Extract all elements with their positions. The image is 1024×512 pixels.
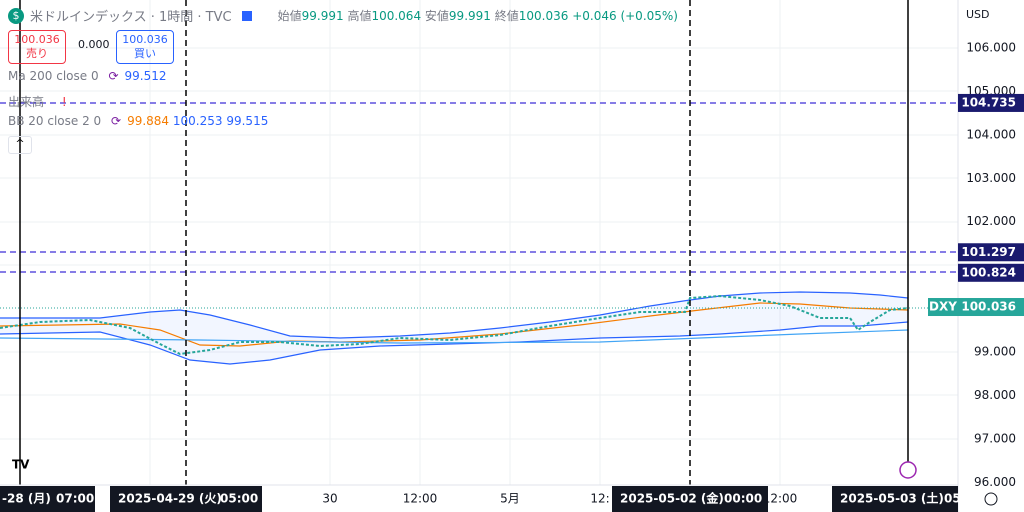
- event-icon[interactable]: [899, 461, 917, 479]
- spread: 0.000: [78, 38, 110, 51]
- ma200: [0, 329, 909, 344]
- price-tick-label: 98.000: [974, 388, 1016, 402]
- open-label: 始値: [277, 9, 302, 23]
- indicator[interactable]: BB 20 close 2 0 ⟳ 99.884 100.253 99.515: [8, 114, 269, 128]
- time-tick-label: 12:00: [403, 492, 438, 506]
- price-tick-label: 103.000: [966, 171, 1016, 185]
- indicator-value: 99.512: [124, 69, 167, 83]
- symbol-badge: [928, 298, 958, 317]
- high-label: 高値: [347, 9, 372, 23]
- tv-logo: TV: [12, 458, 30, 472]
- price-line-badge: [958, 243, 1024, 262]
- last-price-label: 100.036: [961, 300, 1016, 314]
- time-badge: [0, 486, 95, 512]
- open: 99.991: [301, 9, 344, 23]
- currency[interactable]: USD: [966, 8, 990, 21]
- price-line-label: 104.735: [961, 95, 1016, 109]
- low-label: 安値: [424, 9, 449, 23]
- indicator-value: 100.253: [172, 114, 223, 128]
- price-line-badge: [958, 93, 1024, 112]
- time-tick-label: 12:00: [763, 492, 798, 506]
- price-tick-label: 104.000: [966, 127, 1016, 141]
- time-badge: [110, 486, 262, 512]
- time-badge: [832, 486, 958, 512]
- price-tick-label: 106.000: [966, 41, 1016, 55]
- time-tick-label: 2025-04-29 (火): [118, 492, 222, 506]
- indicator-name: 出来高: [8, 95, 45, 109]
- price-lines: [0, 102, 958, 273]
- time-badge: [612, 486, 768, 512]
- buy-button[interactable]: 100.036 買い: [116, 30, 174, 64]
- header: $ 米ドルインデックス · 1時間 · TVC 始値99.991 高値100.0…: [8, 6, 678, 25]
- time-tick-label: 05:00: [220, 492, 258, 506]
- price-line-badge: [958, 263, 1024, 282]
- high: 100.064: [371, 9, 422, 23]
- symbol-logo: $: [8, 7, 24, 24]
- indicator[interactable]: 出来高 !: [8, 95, 67, 109]
- price-tick-label: 97.000: [974, 431, 1016, 445]
- last-price-badge: [958, 298, 1024, 317]
- settings-icon[interactable]: [984, 492, 998, 506]
- price-line-label: 100.824: [961, 265, 1016, 279]
- collapse-button[interactable]: ^: [8, 136, 32, 154]
- bb-lower: [0, 321, 909, 365]
- low: 99.991: [448, 9, 491, 23]
- time-tick-label: 30: [322, 492, 337, 506]
- close-label: 終値: [494, 9, 519, 23]
- time-tick-label: -28 (月): [2, 492, 51, 506]
- flag[interactable]: [241, 10, 252, 21]
- sell-button[interactable]: 100.036 売り: [8, 30, 66, 64]
- indicator[interactable]: Ma 200 close 0 ⟳ 99.512: [8, 69, 167, 83]
- price-tick-label: 99.000: [974, 345, 1016, 359]
- indicator-name: BB 20 close 2 0: [8, 114, 102, 128]
- time-tick-label: 5月: [500, 492, 520, 506]
- price-tick-label: 102.000: [966, 214, 1016, 228]
- price-line: [0, 294, 909, 356]
- indicator-value: 99.884: [127, 114, 170, 128]
- time-tick-label: 00:00: [724, 492, 762, 506]
- price-line-label: 101.297: [961, 245, 1016, 259]
- grid: [0, 0, 958, 485]
- symbol-label: DXY: [929, 300, 957, 314]
- bb-upper: [0, 291, 909, 339]
- buy-price: 100.036: [122, 33, 168, 46]
- price-axis: 106.000105.000104.000103.000102.00099.00…: [928, 41, 1024, 489]
- time-axis: -28 (月) 07:00 2025-04-29 (火)05:00 30 12:00 5月…: [0, 486, 961, 512]
- time-tick-label: 2025-05-03 (土): [840, 491, 944, 506]
- buy-label: 買い: [134, 47, 156, 60]
- indicator-value: 99.515: [226, 114, 269, 128]
- indicator-name: Ma 200 close 0: [8, 69, 99, 83]
- sell-price: 100.036: [14, 33, 60, 46]
- time-tick-label: 05: [944, 492, 961, 506]
- change: +0.046 (+0.05%): [572, 9, 678, 23]
- time-tick-label: 2025-05-02 (金): [620, 491, 724, 506]
- price-tick-label: 96.000: [974, 475, 1016, 489]
- symbol[interactable]: 米ドルインデックス · 1時間 · TVC: [30, 10, 232, 25]
- sell-label: 売り: [26, 47, 48, 60]
- time-tick-label: 12:: [590, 492, 609, 506]
- close: 100.036: [518, 9, 569, 23]
- time-tick-label: 07:00: [56, 492, 94, 506]
